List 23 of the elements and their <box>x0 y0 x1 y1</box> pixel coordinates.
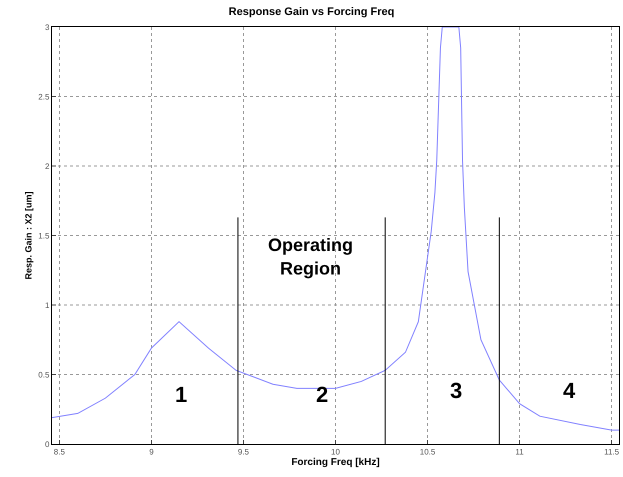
chart-title: Response Gain vs Forcing Freq <box>228 6 394 18</box>
x-tick-label: 10 <box>331 448 340 457</box>
x-tick-label: 11.5 <box>604 448 620 457</box>
x-tick-label: 11 <box>515 448 524 457</box>
y-tick-label: 0.5 <box>38 370 50 380</box>
y-tick-label: 1.5 <box>38 231 50 240</box>
y-tick-label: 2 <box>44 162 50 171</box>
y-tick-label: 3 <box>44 22 50 32</box>
x-tick-label: 9.5 <box>238 448 250 457</box>
annotation: 1 <box>175 382 188 407</box>
x-axis-title: Forcing Freq [kHz] <box>291 457 380 468</box>
annotation: 2 <box>316 382 328 407</box>
x-tick-label: 10.5 <box>420 448 436 457</box>
y-axis-title: Resp. Gain : X2 [um] <box>24 191 34 280</box>
y-tick-label: 0 <box>44 440 50 449</box>
y-tick-label: 2.5 <box>38 92 50 102</box>
annotation: 4 <box>563 378 576 403</box>
annotation: 3 <box>450 378 462 403</box>
x-tick-label: 9 <box>149 448 154 457</box>
annotation: Operating Region <box>268 235 354 278</box>
line-series <box>52 27 619 431</box>
y-tick-label: 1 <box>44 300 50 310</box>
x-tick-label: 8.5 <box>54 448 66 457</box>
